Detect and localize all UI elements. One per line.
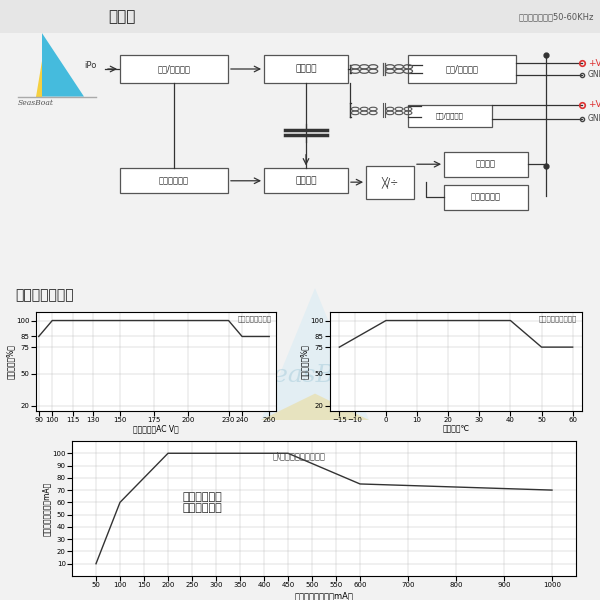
Bar (444, 185, 528, 210)
Bar (120, 169, 228, 193)
Bar (444, 152, 528, 176)
Y-axis label: 负载电流（%）: 负载电流（%） (300, 344, 309, 379)
Text: 过载保护电路: 过载保护电路 (159, 176, 189, 185)
Bar (264, 55, 348, 83)
Y-axis label: 辅电路负载电流（mA）: 辅电路负载电流（mA） (42, 481, 51, 536)
X-axis label: 环境温度℃: 环境温度℃ (442, 425, 470, 434)
Text: 切换电路: 切换电路 (295, 64, 317, 73)
Polygon shape (261, 288, 369, 420)
Text: +V1: +V1 (588, 59, 600, 68)
Text: 整流/滤波电路: 整流/滤波电路 (158, 64, 190, 73)
Text: SeasBoat: SeasBoat (256, 364, 374, 387)
Bar (0, 0, 600, 33)
Bar (120, 55, 228, 83)
Text: 控制电路: 控制电路 (295, 176, 317, 185)
Polygon shape (42, 33, 84, 97)
Y-axis label: 负载电流（%）: 负载电流（%） (6, 344, 15, 379)
Polygon shape (36, 61, 42, 97)
Text: 开关工作频率：50-60KHz: 开关工作频率：50-60KHz (518, 12, 594, 21)
Text: GND: GND (588, 114, 600, 123)
Text: 输入电压降额曲线: 输入电压降额曲线 (237, 315, 271, 322)
Bar (264, 169, 348, 193)
Text: 整流/滤波电路: 整流/滤波电路 (446, 64, 478, 73)
Text: 电压返馈电路: 电压返馈电路 (471, 193, 501, 202)
Text: 检测电路: 检测电路 (476, 160, 496, 169)
X-axis label: 主电路负载电流（mA）: 主电路负载电流（mA） (295, 591, 353, 600)
Text: 方框图: 方框图 (108, 9, 136, 24)
Bar (408, 105, 492, 127)
Text: SeasBoat: SeasBoat (18, 99, 54, 107)
Text: 主输出必须有
一定负载功率: 主输出必须有 一定负载功率 (182, 491, 222, 513)
Text: 主\辅电路负载关系曲线: 主\辅电路负载关系曲线 (272, 452, 325, 461)
Text: 环境温度化减额曲线: 环境温度化减额曲线 (539, 315, 577, 322)
Text: GND: GND (588, 70, 600, 79)
Text: ╳/÷: ╳/÷ (382, 176, 398, 188)
Polygon shape (261, 394, 369, 420)
X-axis label: 输入电压（AC V）: 输入电压（AC V） (133, 425, 179, 434)
Bar (366, 166, 414, 199)
Text: iPo: iPo (84, 61, 97, 70)
Bar (408, 55, 516, 83)
Text: +V2: +V2 (588, 100, 600, 109)
Text: 整流/滤波电路: 整流/滤波电路 (436, 113, 464, 119)
Text: 全电压效率曲线: 全电压效率曲线 (15, 289, 74, 302)
